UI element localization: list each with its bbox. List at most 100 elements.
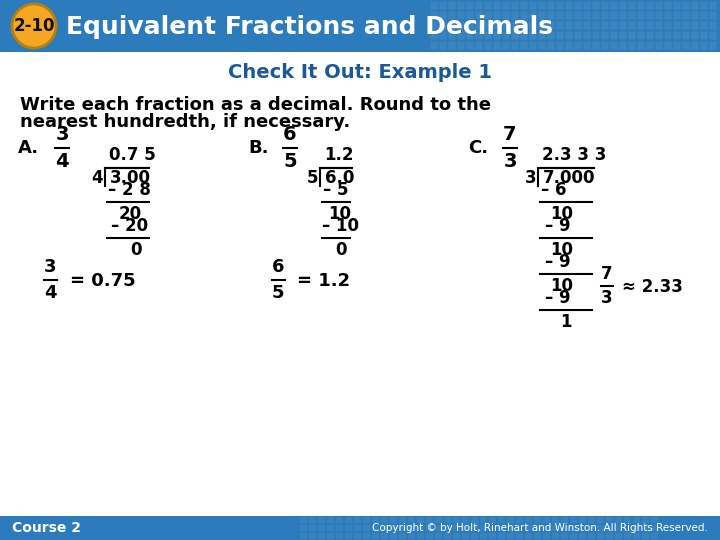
Bar xyxy=(363,525,370,531)
Text: 6: 6 xyxy=(283,125,297,144)
Text: 4: 4 xyxy=(55,152,69,171)
Bar xyxy=(435,533,442,539)
Bar xyxy=(637,11,644,19)
Text: 5: 5 xyxy=(271,284,284,301)
Bar xyxy=(637,31,644,39)
Bar xyxy=(556,21,563,29)
Bar xyxy=(430,41,437,49)
Bar xyxy=(592,11,599,19)
Text: – 5: – 5 xyxy=(323,181,348,199)
Bar xyxy=(300,533,307,539)
Bar xyxy=(408,533,415,539)
Bar xyxy=(682,41,689,49)
Bar xyxy=(480,525,487,531)
Bar xyxy=(709,21,716,29)
Bar xyxy=(709,41,716,49)
Bar xyxy=(561,517,568,523)
Bar xyxy=(655,21,662,29)
Bar xyxy=(502,41,509,49)
Bar xyxy=(547,1,554,9)
Bar xyxy=(466,21,473,29)
Bar xyxy=(507,533,514,539)
Bar xyxy=(547,41,554,49)
Bar xyxy=(592,31,599,39)
Bar xyxy=(439,1,446,9)
Bar xyxy=(493,31,500,39)
Bar xyxy=(381,533,388,539)
Bar xyxy=(493,1,500,9)
Bar xyxy=(525,525,532,531)
Bar xyxy=(655,11,662,19)
Bar xyxy=(493,11,500,19)
Text: 10: 10 xyxy=(550,205,573,223)
Bar xyxy=(574,41,581,49)
Bar xyxy=(372,517,379,523)
Text: Equivalent Fractions and Decimals: Equivalent Fractions and Decimals xyxy=(66,15,553,39)
Bar xyxy=(583,1,590,9)
Bar xyxy=(579,525,586,531)
Bar xyxy=(651,525,658,531)
Bar xyxy=(610,11,617,19)
Text: 1: 1 xyxy=(560,313,572,331)
Bar xyxy=(543,525,550,531)
Bar xyxy=(619,21,626,29)
Text: – 9: – 9 xyxy=(545,217,571,235)
Bar xyxy=(691,1,698,9)
Bar xyxy=(574,31,581,39)
Bar xyxy=(498,525,505,531)
Text: = 0.75: = 0.75 xyxy=(70,272,135,290)
Bar xyxy=(561,525,568,531)
Text: 2.3 3 3: 2.3 3 3 xyxy=(542,146,606,164)
Bar xyxy=(709,1,716,9)
Bar xyxy=(318,533,325,539)
Text: 3: 3 xyxy=(55,125,68,144)
Bar xyxy=(583,11,590,19)
Bar xyxy=(588,525,595,531)
Text: 0: 0 xyxy=(130,241,142,259)
Bar xyxy=(466,1,473,9)
Bar xyxy=(480,533,487,539)
Bar xyxy=(547,21,554,29)
Bar xyxy=(655,31,662,39)
Bar xyxy=(700,41,707,49)
Bar xyxy=(309,533,316,539)
Text: 3: 3 xyxy=(524,169,536,187)
Bar xyxy=(457,11,464,19)
Bar xyxy=(529,11,536,19)
Bar xyxy=(615,533,622,539)
Bar xyxy=(430,11,437,19)
Bar xyxy=(592,21,599,29)
Bar xyxy=(651,517,658,523)
Bar xyxy=(453,525,460,531)
Bar xyxy=(601,41,608,49)
Bar xyxy=(471,533,478,539)
Bar xyxy=(601,11,608,19)
Bar xyxy=(619,41,626,49)
Bar xyxy=(601,21,608,29)
Bar xyxy=(565,1,572,9)
Bar xyxy=(565,31,572,39)
Bar xyxy=(300,525,307,531)
Bar xyxy=(354,533,361,539)
Bar xyxy=(664,21,671,29)
Text: 6.0: 6.0 xyxy=(325,169,354,187)
Bar xyxy=(457,41,464,49)
Bar xyxy=(556,11,563,19)
Bar xyxy=(538,21,545,29)
Text: 0.7 5: 0.7 5 xyxy=(109,146,156,164)
Bar xyxy=(381,525,388,531)
Bar xyxy=(444,525,451,531)
Bar xyxy=(336,517,343,523)
Bar xyxy=(444,533,451,539)
Bar xyxy=(435,525,442,531)
Bar xyxy=(511,31,518,39)
Bar xyxy=(565,41,572,49)
Bar xyxy=(664,41,671,49)
Bar xyxy=(426,525,433,531)
Text: C.: C. xyxy=(468,139,488,157)
Bar xyxy=(682,31,689,39)
Bar xyxy=(484,21,491,29)
Bar xyxy=(516,533,523,539)
Text: 7: 7 xyxy=(503,125,517,144)
Text: 7.000: 7.000 xyxy=(543,169,595,187)
